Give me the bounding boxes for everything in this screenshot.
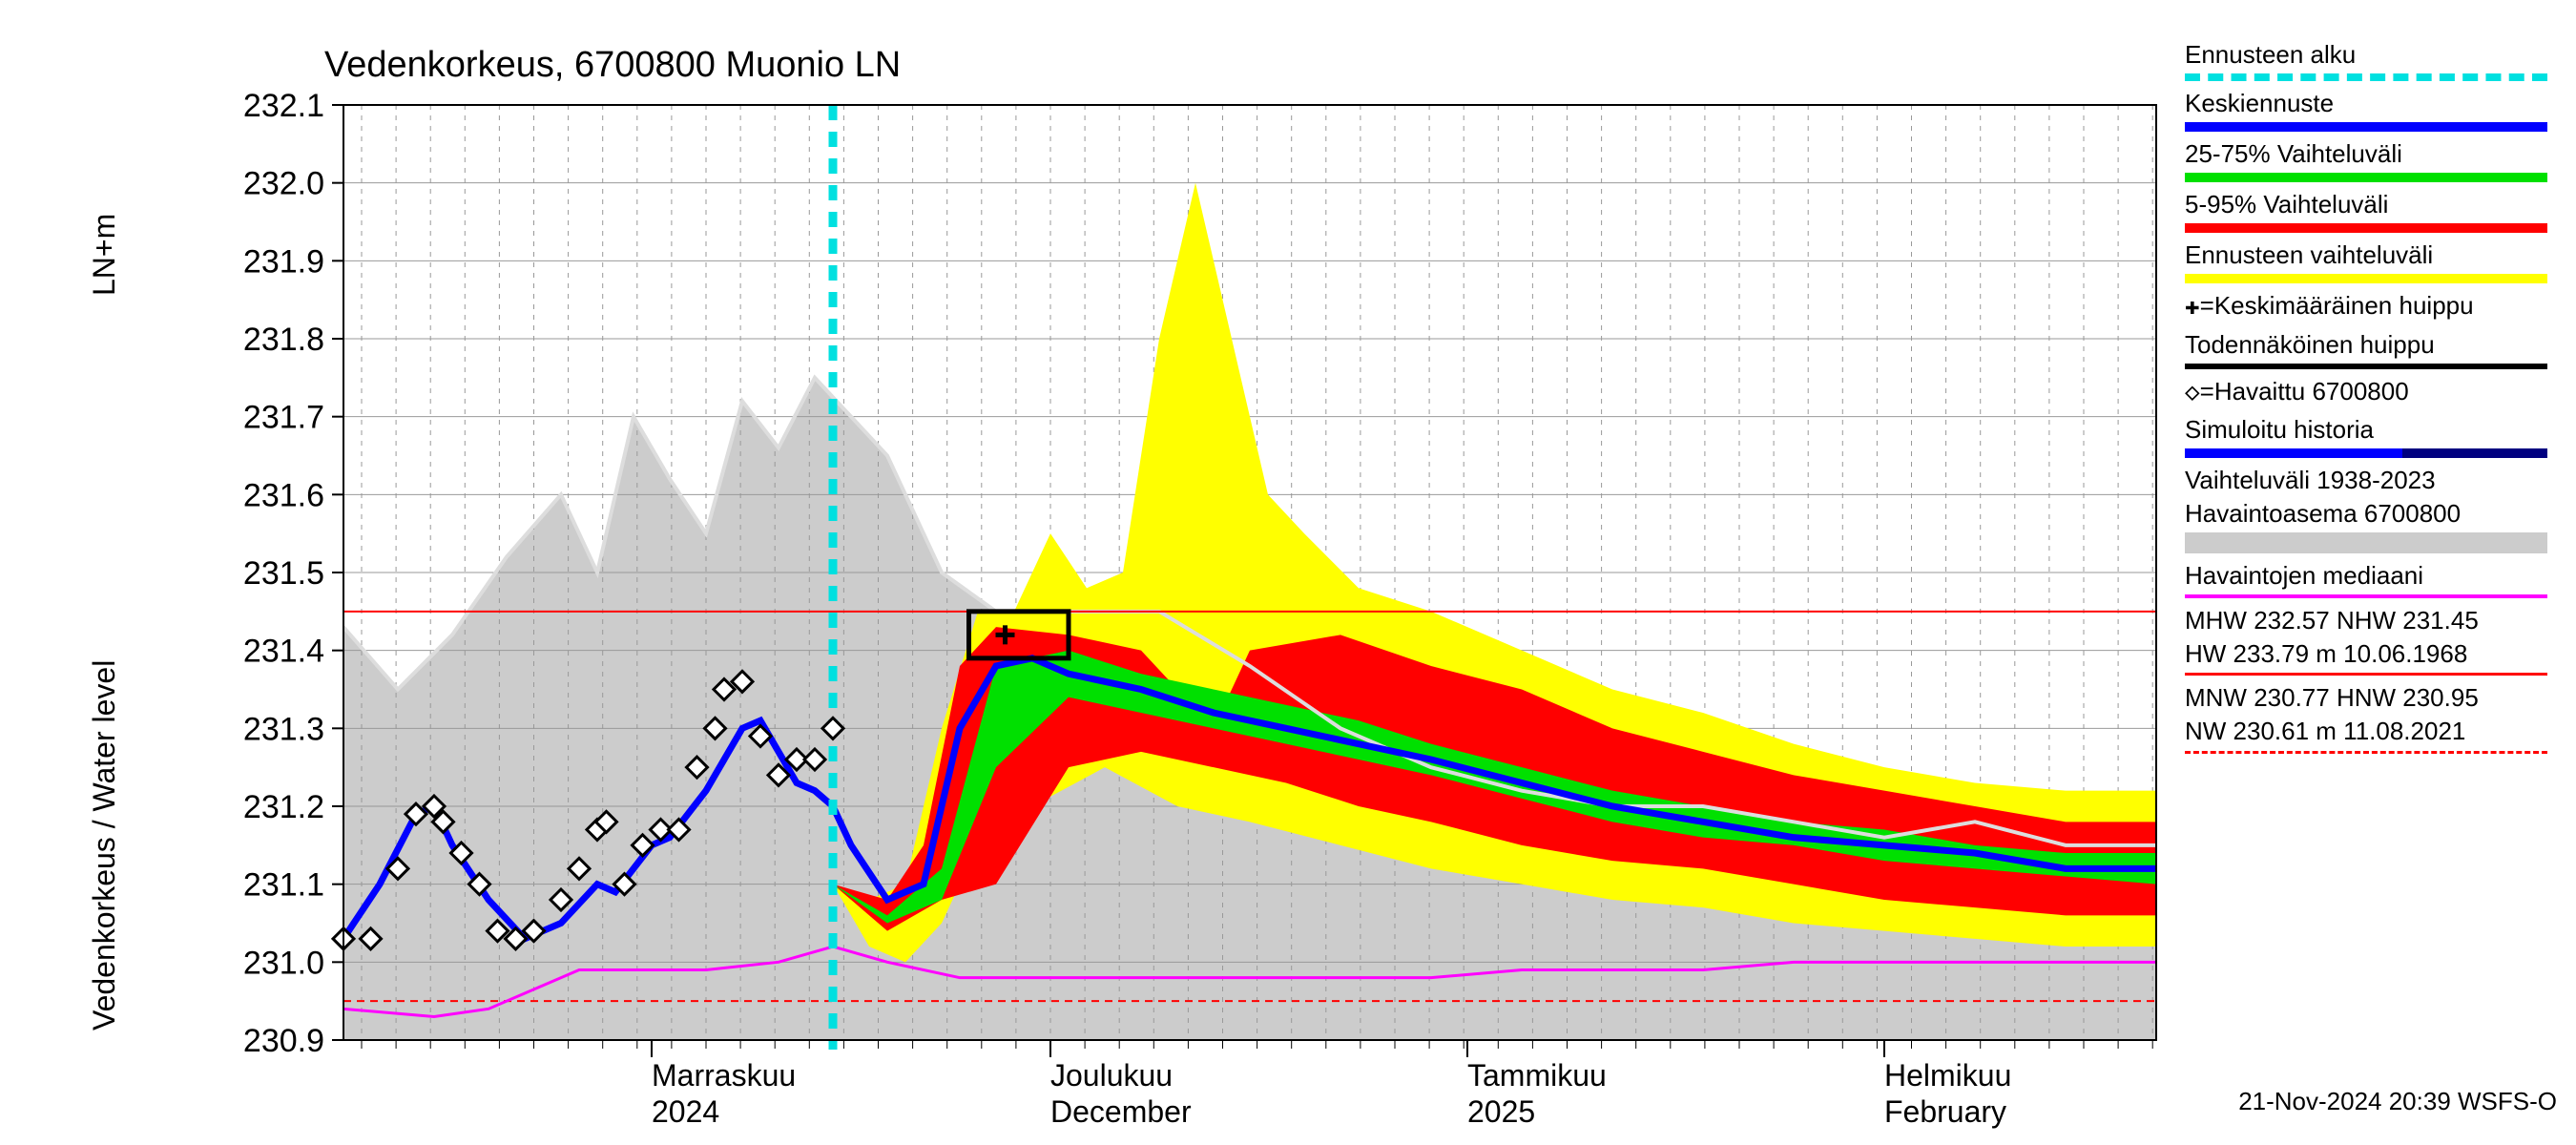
legend-label-text: Havaintojen mediaani (2185, 561, 2423, 590)
chart-title: Vedenkorkeus, 6700800 Muonio LN (324, 45, 901, 85)
legend-label-text: NW 230.61 m 11.08.2021 (2185, 715, 2566, 748)
legend-item: Simuloitu historia (2185, 413, 2566, 458)
legend-label-text: MHW 232.57 NHW 231.45 (2185, 606, 2479, 635)
legend-item: Havaintojen mediaani (2185, 559, 2566, 598)
legend-item: 5-95% Vaihteluväli (2185, 188, 2566, 233)
svg-text:231.5: 231.5 (243, 555, 324, 592)
legend-item: Ennusteen vaihteluväli (2185, 239, 2566, 283)
svg-text:Marraskuu: Marraskuu (652, 1058, 796, 1093)
svg-text:231.0: 231.0 (243, 945, 324, 981)
legend-swatch (2185, 223, 2547, 233)
legend-label-text: MNW 230.77 HNW 230.95 (2185, 683, 2479, 712)
legend-label-text: Ennusteen vaihteluväli (2185, 240, 2433, 269)
svg-text:231.7: 231.7 (243, 400, 324, 436)
y-axis-label: Vedenkorkeus / Water level (87, 660, 121, 1030)
legend-label-text: =Keskimääräinen huippu (2200, 291, 2474, 320)
legend-item: 25-75% Vaihteluväli (2185, 137, 2566, 182)
timestamp: 21-Nov-2024 20:39 WSFS-O (2238, 1087, 2557, 1116)
legend-swatch (2185, 274, 2547, 283)
svg-text:231.2: 231.2 (243, 789, 324, 825)
legend-label-text: HW 233.79 m 10.06.1968 (2185, 637, 2566, 671)
legend-label-text: 5-95% Vaihteluväli (2185, 190, 2388, 219)
svg-text:231.3: 231.3 (243, 711, 324, 747)
legend-label-text: Havaintoasema 6700800 (2185, 497, 2566, 531)
svg-text:231.4: 231.4 (243, 634, 324, 670)
legend-item: Keskiennuste (2185, 87, 2566, 132)
legend-label-text: Keskiennuste (2185, 89, 2334, 117)
svg-text:LN+m: LN+m (87, 214, 121, 296)
svg-text:Tammikuu: Tammikuu (1467, 1058, 1607, 1093)
svg-text:231.8: 231.8 (243, 322, 324, 358)
legend-label-text: Todennäköinen huippu (2185, 330, 2435, 359)
svg-text:232.0: 232.0 (243, 166, 324, 202)
legend-item: Todennäköinen huippu (2185, 328, 2566, 369)
svg-text:February: February (1884, 1094, 2006, 1129)
legend-swatch (2185, 122, 2547, 132)
legend-item: Vaihteluväli 1938-2023 Havaintoasema 670… (2185, 464, 2566, 553)
legend-item: ◇=Havaittu 6700800 (2185, 375, 2566, 409)
svg-text:December: December (1050, 1094, 1192, 1129)
legend-label-text: Simuloitu historia (2185, 415, 2374, 444)
legend-label-text: Ennusteen alku (2185, 40, 2356, 69)
legend-label-text: 25-75% Vaihteluväli (2185, 139, 2402, 168)
svg-text:231.9: 231.9 (243, 243, 324, 280)
legend-swatch (2185, 594, 2547, 598)
legend-swatch (2185, 173, 2547, 182)
legend-symbol: ◇ (2185, 378, 2200, 406)
legend-swatch (2185, 751, 2547, 754)
svg-text:Joulukuu: Joulukuu (1050, 1058, 1173, 1093)
legend-label-text: =Havaittu 6700800 (2200, 377, 2409, 406)
legend-item: MHW 232.57 NHW 231.45HW 233.79 m 10.06.1… (2185, 604, 2566, 676)
legend-item: ✚=Keskimääräinen huippu (2185, 289, 2566, 323)
svg-text:2025: 2025 (1467, 1094, 1535, 1129)
svg-text:231.6: 231.6 (243, 477, 324, 513)
svg-text:Helmikuu: Helmikuu (1884, 1058, 2011, 1093)
legend-swatch (2185, 364, 2547, 369)
legend-item: MNW 230.77 HNW 230.95 NW 230.61 m 11.08.2… (2185, 681, 2566, 753)
legend-symbol: ✚ (2185, 292, 2200, 321)
legend-item: Ennusteen alku (2185, 38, 2566, 81)
svg-text:231.1: 231.1 (243, 867, 324, 904)
legend: Ennusteen alku Keskiennuste 25-75% Vaihtel… (2185, 38, 2566, 760)
legend-swatch (2185, 532, 2547, 553)
legend-swatch (2185, 448, 2547, 458)
svg-text:232.1: 232.1 (243, 88, 324, 124)
svg-text:2024: 2024 (652, 1094, 719, 1129)
legend-label-text: Vaihteluväli 1938-2023 (2185, 466, 2436, 494)
svg-text:230.9: 230.9 (243, 1023, 324, 1059)
legend-swatch (2185, 73, 2547, 81)
chart-container: 230.9 231.0 231.1 231.2 231.3 231.4 231.5 231.6… (0, 0, 2576, 1145)
legend-swatch (2185, 673, 2547, 676)
